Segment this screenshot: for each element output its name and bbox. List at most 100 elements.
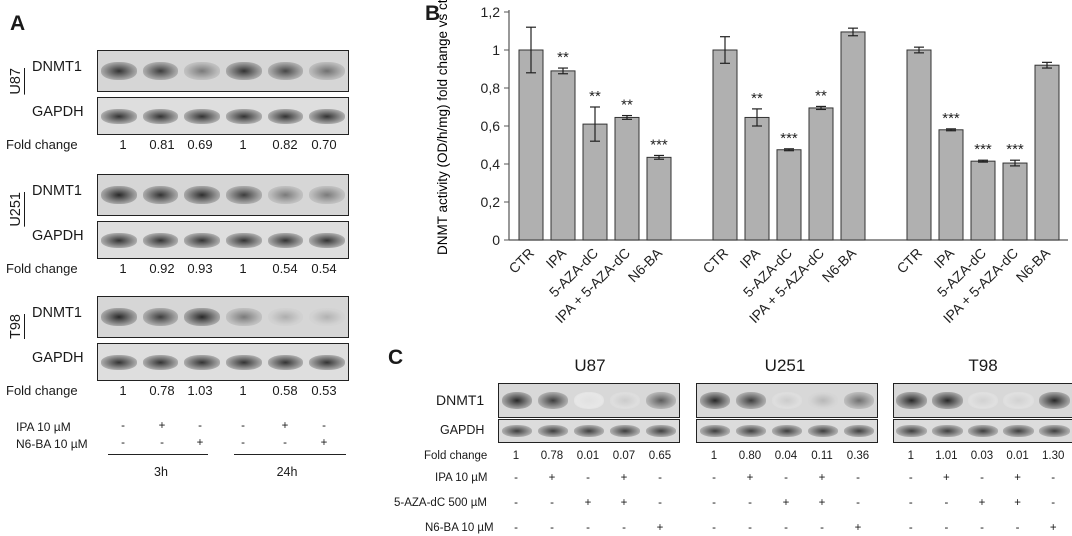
- bar: [970, 160, 996, 241]
- blot-band: [771, 425, 803, 437]
- treatment-sign: +: [782, 497, 790, 509]
- y-tick-label: 0,8: [481, 80, 501, 96]
- fold-change-value: 1: [119, 137, 127, 152]
- treatment-sign: -: [241, 420, 245, 432]
- blot-band: [967, 392, 999, 409]
- y-tick-label: 1: [492, 42, 500, 58]
- treatment-sign: -: [712, 522, 716, 534]
- treatment-sign: -: [514, 497, 518, 509]
- x-tick-label: CTR: [893, 245, 925, 277]
- bar: [776, 149, 802, 241]
- treatment-sign: +: [818, 497, 826, 509]
- panel-b-letter: B: [425, 2, 441, 25]
- blot-band: [1038, 392, 1070, 409]
- treatment-sign: +: [548, 472, 556, 484]
- treatment-sign: -: [1051, 472, 1056, 484]
- bar: [840, 31, 866, 241]
- blot-band: [184, 308, 221, 326]
- treatment-sign: -: [586, 522, 590, 534]
- blot-band: [142, 232, 179, 248]
- blot-band: [100, 108, 137, 124]
- blot-band: [807, 392, 839, 409]
- x-tick-label: N6-BA: [625, 244, 666, 285]
- fold-change-value: 1.30: [1041, 450, 1065, 462]
- blot-band: [735, 392, 767, 409]
- fold-change-value: 0.03: [970, 450, 994, 462]
- panel-c-letter: C: [388, 346, 404, 369]
- gapdh-blot: [498, 419, 680, 443]
- treatment-sign: -: [514, 472, 518, 484]
- treatment-sign: -: [160, 437, 164, 449]
- treatment-sign: +: [1049, 522, 1057, 534]
- blot-band: [501, 425, 533, 437]
- treatment-sign: -: [908, 472, 913, 484]
- fold-change-value: 1: [239, 261, 247, 276]
- treatment-sign: -: [820, 522, 824, 534]
- treatment-sign: -: [784, 472, 788, 484]
- fold-change-label: Fold change: [6, 137, 78, 152]
- blot-band: [645, 425, 677, 437]
- y-axis-label: DNMT activity (OD/h/mg) fold change vs c…: [435, 0, 450, 255]
- cell-line-title: U251: [764, 356, 806, 375]
- treatment-sign: -: [856, 497, 860, 509]
- bar: [808, 107, 834, 241]
- x-tick-label: IPA: [931, 244, 958, 271]
- treatment-sign: +: [1014, 497, 1021, 509]
- fold-change-value: 0.81: [149, 137, 175, 152]
- blot-band: [142, 108, 179, 124]
- gapdh-blot: [893, 419, 1072, 443]
- bar: [518, 49, 544, 241]
- blot-band: [184, 232, 221, 248]
- blot-band: [184, 354, 221, 370]
- treatment-sign: -: [283, 437, 287, 449]
- x-tick-label: IPA: [543, 244, 570, 271]
- fold-change-value: 0.93: [187, 261, 213, 276]
- gapdh-blot: [97, 343, 349, 381]
- treatment-sign: -: [241, 437, 245, 449]
- bar: [712, 49, 738, 241]
- gapdh-row-label: GAPDH: [32, 228, 84, 244]
- treatment-sign: -: [658, 472, 662, 484]
- blot-band: [501, 392, 533, 409]
- treatment-sign: -: [514, 522, 518, 534]
- treatment-sign: +: [818, 472, 826, 484]
- fold-change-value: 0.65: [648, 450, 672, 462]
- dnmt1-blot: [893, 383, 1072, 418]
- timeline-3h: [108, 454, 208, 455]
- blot-band: [100, 308, 137, 326]
- blot-band: [225, 308, 262, 326]
- fold-change-value: 0.69: [187, 137, 213, 152]
- treatment-sign: +: [854, 522, 862, 534]
- blot-band: [573, 392, 605, 409]
- dnmt1-blot: [97, 296, 349, 338]
- fold-change-value: 0.07: [612, 450, 636, 462]
- dnmt1-row-label: DNMT1: [32, 183, 82, 199]
- y-tick-label: 1,2: [481, 4, 501, 20]
- fold-change-value: 1: [710, 450, 718, 462]
- fold-change-value: 0.78: [540, 450, 564, 462]
- fold-change-value: 1: [119, 261, 127, 276]
- significance-marker: ***: [974, 141, 992, 158]
- bar: [744, 116, 770, 241]
- blot-band: [100, 354, 137, 370]
- blot-band: [771, 392, 803, 409]
- treatment-sign: +: [620, 497, 628, 509]
- timepoint-label: 3h: [154, 465, 168, 479]
- treatment-sign: +: [158, 420, 166, 432]
- blot-band: [309, 354, 346, 370]
- blot-band: [309, 308, 346, 326]
- blot-band: [843, 392, 875, 409]
- treatment-sign: -: [712, 472, 716, 484]
- bar: [550, 70, 576, 241]
- fold-change-value: 0.78: [149, 383, 175, 398]
- y-tick-label: 0,4: [481, 156, 501, 172]
- treatment-sign: -: [121, 420, 125, 432]
- gapdh-row-label: GAPDH: [440, 423, 485, 437]
- blot-band: [645, 392, 677, 409]
- treatment-label: N6-BA 10 µM: [425, 522, 494, 534]
- cell-line-title: T98: [968, 356, 998, 375]
- treatment-sign: -: [658, 497, 662, 509]
- treatment-sign: -: [908, 497, 913, 509]
- treatment-sign: +: [656, 522, 664, 534]
- treatment-sign: +: [1014, 472, 1021, 484]
